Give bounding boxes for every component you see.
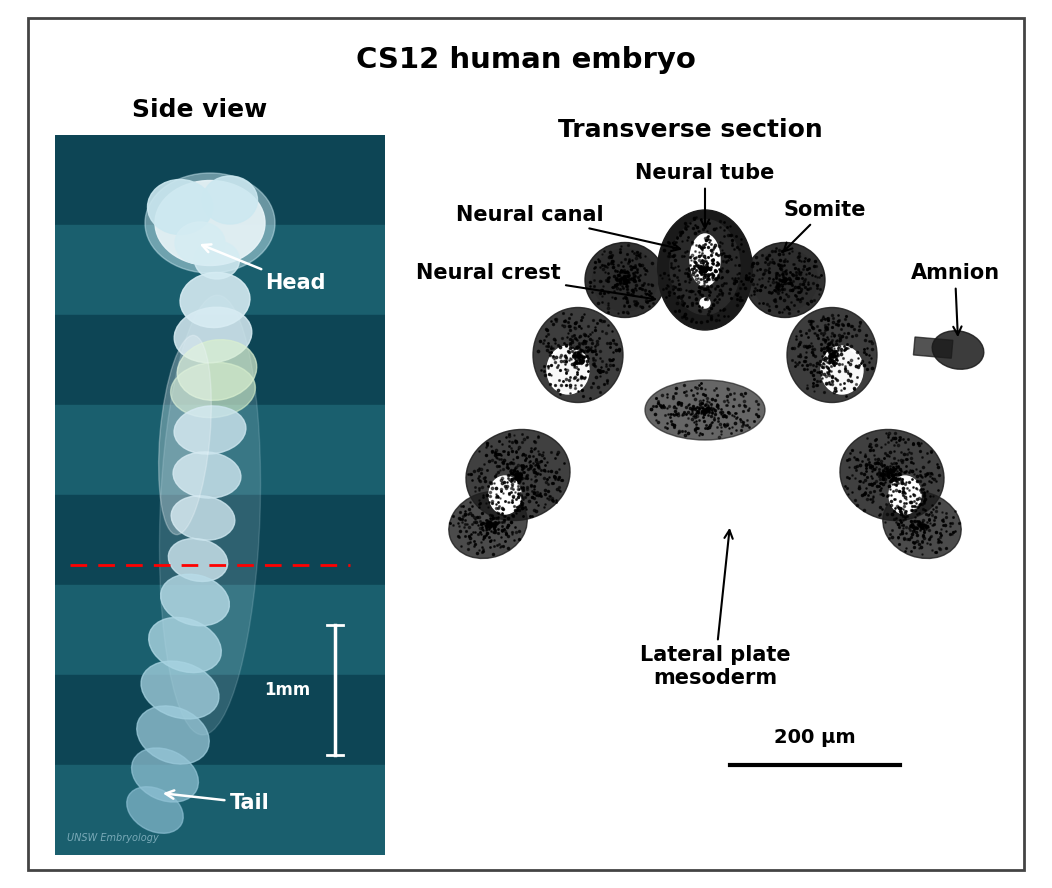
Ellipse shape (180, 273, 250, 328)
Text: Lateral plate
mesoderm: Lateral plate mesoderm (640, 530, 790, 688)
Ellipse shape (690, 234, 720, 286)
Bar (55, 765, 385, 855)
Bar (55, 225, 385, 315)
Ellipse shape (466, 430, 570, 520)
Bar (55, 405, 385, 495)
Text: CS12 human embryo: CS12 human embryo (356, 46, 696, 74)
Text: UNSW Embryology: UNSW Embryology (67, 833, 159, 843)
Ellipse shape (645, 380, 765, 440)
Text: 1mm: 1mm (264, 681, 310, 699)
Ellipse shape (174, 452, 241, 498)
Ellipse shape (670, 219, 740, 314)
Ellipse shape (745, 242, 825, 318)
Ellipse shape (160, 295, 261, 735)
Ellipse shape (533, 307, 623, 402)
Ellipse shape (883, 492, 962, 559)
Ellipse shape (449, 492, 527, 559)
Bar (55, 675, 385, 765)
Ellipse shape (145, 173, 275, 273)
Ellipse shape (141, 661, 219, 719)
Ellipse shape (547, 346, 589, 394)
Ellipse shape (159, 336, 211, 535)
Ellipse shape (126, 787, 183, 833)
Ellipse shape (174, 406, 246, 454)
Ellipse shape (175, 307, 251, 363)
Ellipse shape (147, 179, 213, 234)
Ellipse shape (932, 330, 984, 369)
Bar (55, 585, 385, 675)
Ellipse shape (195, 241, 240, 279)
Text: Amnion: Amnion (910, 263, 999, 335)
Ellipse shape (824, 349, 859, 391)
Text: 200 μm: 200 μm (774, 728, 856, 747)
Bar (913, 337, 953, 358)
Ellipse shape (178, 339, 257, 400)
Ellipse shape (175, 222, 225, 264)
Bar (55, 315, 385, 405)
Text: Neural tube: Neural tube (635, 163, 774, 228)
Ellipse shape (161, 575, 229, 626)
Ellipse shape (148, 617, 221, 672)
Text: Somite: Somite (784, 200, 866, 251)
Ellipse shape (752, 249, 817, 311)
Ellipse shape (585, 242, 665, 318)
Ellipse shape (155, 180, 265, 266)
Text: Side view: Side view (133, 98, 267, 122)
Ellipse shape (170, 362, 256, 417)
Ellipse shape (658, 210, 752, 330)
Ellipse shape (171, 496, 235, 540)
Text: Tail: Tail (165, 790, 269, 813)
Ellipse shape (132, 748, 199, 802)
Text: Neural canal: Neural canal (457, 205, 680, 251)
Ellipse shape (550, 349, 586, 391)
Bar (55, 135, 385, 225)
Ellipse shape (592, 249, 658, 311)
Text: Transverse section: Transverse section (558, 118, 823, 142)
Ellipse shape (787, 307, 877, 402)
Bar (55, 495, 385, 585)
Text: Neural crest: Neural crest (416, 263, 655, 302)
Ellipse shape (839, 430, 944, 520)
Ellipse shape (489, 476, 521, 514)
Text: Head: Head (202, 244, 325, 293)
Ellipse shape (889, 476, 920, 514)
Ellipse shape (168, 538, 227, 582)
Ellipse shape (700, 298, 710, 308)
Ellipse shape (137, 706, 209, 764)
Ellipse shape (202, 176, 258, 224)
Ellipse shape (821, 346, 863, 394)
